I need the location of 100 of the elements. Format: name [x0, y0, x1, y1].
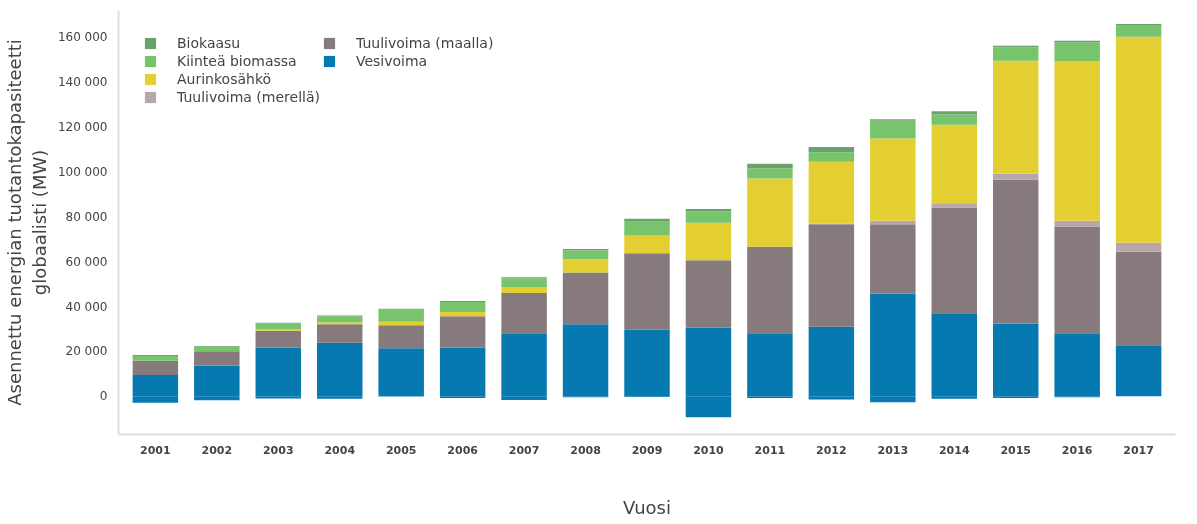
x-tick-label: 2006: [447, 443, 479, 457]
x-tick-label: 2008: [570, 443, 601, 457]
bar: [501, 333, 547, 397]
x-tick-label: 2012: [816, 443, 847, 457]
x-tick-label: 2007: [508, 443, 540, 457]
x-tick-label: 2014: [938, 443, 970, 457]
x-tick-label: 2015: [1000, 443, 1032, 457]
bar: [992, 47, 1039, 61]
x-tick-label: 2002: [201, 443, 233, 457]
y-tick-label: 80 000: [65, 209, 108, 224]
bar: [1115, 25, 1162, 37]
x-tick-label: 2009: [631, 443, 663, 457]
y-tick-label: 60 000: [65, 254, 108, 269]
bar: [624, 235, 670, 254]
x-tick-label: 2001: [140, 443, 171, 457]
bar: [1054, 60, 1100, 221]
bar: [624, 218, 670, 222]
bar: [624, 253, 670, 330]
legend-label: Biokaasu: [177, 35, 241, 51]
bar: [316, 316, 363, 323]
y-tick-label: 0: [99, 389, 108, 404]
bar: [439, 347, 486, 397]
bar: [1115, 251, 1162, 346]
bar: [931, 111, 978, 115]
bar: [931, 207, 978, 314]
legend-label: Vesivoima: [355, 53, 428, 69]
bar: [316, 342, 363, 397]
legend-label: Aurinkosähkö: [177, 71, 272, 87]
bar: [685, 211, 732, 223]
bar: [808, 224, 855, 327]
bar: [685, 260, 732, 328]
bar: [378, 309, 424, 322]
bar: [931, 313, 978, 397]
bar: [501, 292, 547, 334]
y-tick-label: 120 000: [57, 120, 108, 135]
bar: [194, 351, 240, 366]
bar: [439, 316, 486, 348]
bar: [378, 325, 424, 349]
bar: [747, 178, 793, 247]
bar: [255, 323, 302, 330]
bar: [194, 346, 240, 352]
bar: [1115, 345, 1162, 397]
bar: [931, 124, 978, 205]
x-tick-label: 2010: [693, 443, 725, 457]
bar: [624, 221, 670, 236]
x-tick-label: 2011: [754, 443, 786, 457]
bar: [685, 222, 732, 261]
y-axis-title: Asennettu energian tuotantokapasiteetti globaalisti (MW): [3, 39, 50, 406]
bar: [685, 209, 732, 212]
x-tick-label: 2004: [324, 443, 356, 457]
bar: [870, 224, 916, 294]
bar: [808, 326, 855, 397]
bar: [1115, 242, 1162, 252]
bar: [316, 324, 363, 343]
bar: [1054, 333, 1100, 397]
bar: [255, 330, 302, 348]
legend-label: Kiinteä biomassa: [177, 53, 297, 69]
y-tick-label: 40 000: [65, 299, 108, 314]
bar: [992, 323, 1039, 397]
bar: [378, 348, 424, 397]
bar: [870, 138, 916, 221]
bar: [439, 301, 486, 313]
bar: [132, 355, 179, 361]
bar: [316, 322, 363, 325]
legend-label: Tuulivoima (maalla): [355, 35, 494, 51]
x-axis-title: Vuosi: [623, 496, 671, 518]
bar: [1054, 220, 1100, 227]
y-tick-label: 140 000: [57, 75, 108, 90]
bar: [747, 333, 793, 397]
bar: [439, 312, 486, 317]
x-tick-label: 2005: [385, 443, 417, 457]
x-tick-label: 2016: [1061, 443, 1093, 457]
bar: [562, 250, 609, 260]
bar: [624, 329, 670, 397]
legend-label: Tuulivoima (merellä): [177, 89, 320, 105]
y-tick-label: 100 000: [57, 165, 108, 180]
y-tick-label: 20 000: [65, 344, 108, 359]
y-tick-label: 160 000: [57, 30, 108, 45]
x-tick-label: 2013: [877, 443, 909, 457]
bar: [562, 259, 609, 273]
bar: [194, 365, 240, 397]
bar: [1115, 36, 1162, 243]
bar: [870, 120, 916, 139]
x-tick-label: 2003: [262, 443, 294, 457]
bar: [501, 278, 547, 287]
bar: [562, 324, 609, 397]
bar: [992, 60, 1039, 174]
bar: [992, 179, 1039, 324]
bar: [747, 246, 793, 334]
bar: [808, 161, 855, 224]
bar: [808, 147, 855, 153]
bar: [931, 114, 978, 125]
bar: [747, 168, 793, 179]
bar: [1054, 226, 1100, 334]
bar: [255, 347, 302, 397]
bar: [132, 360, 179, 376]
bar: [1054, 42, 1100, 61]
bar: [562, 272, 609, 325]
x-tick-label: 2017: [1123, 443, 1154, 457]
bar: [501, 286, 547, 293]
